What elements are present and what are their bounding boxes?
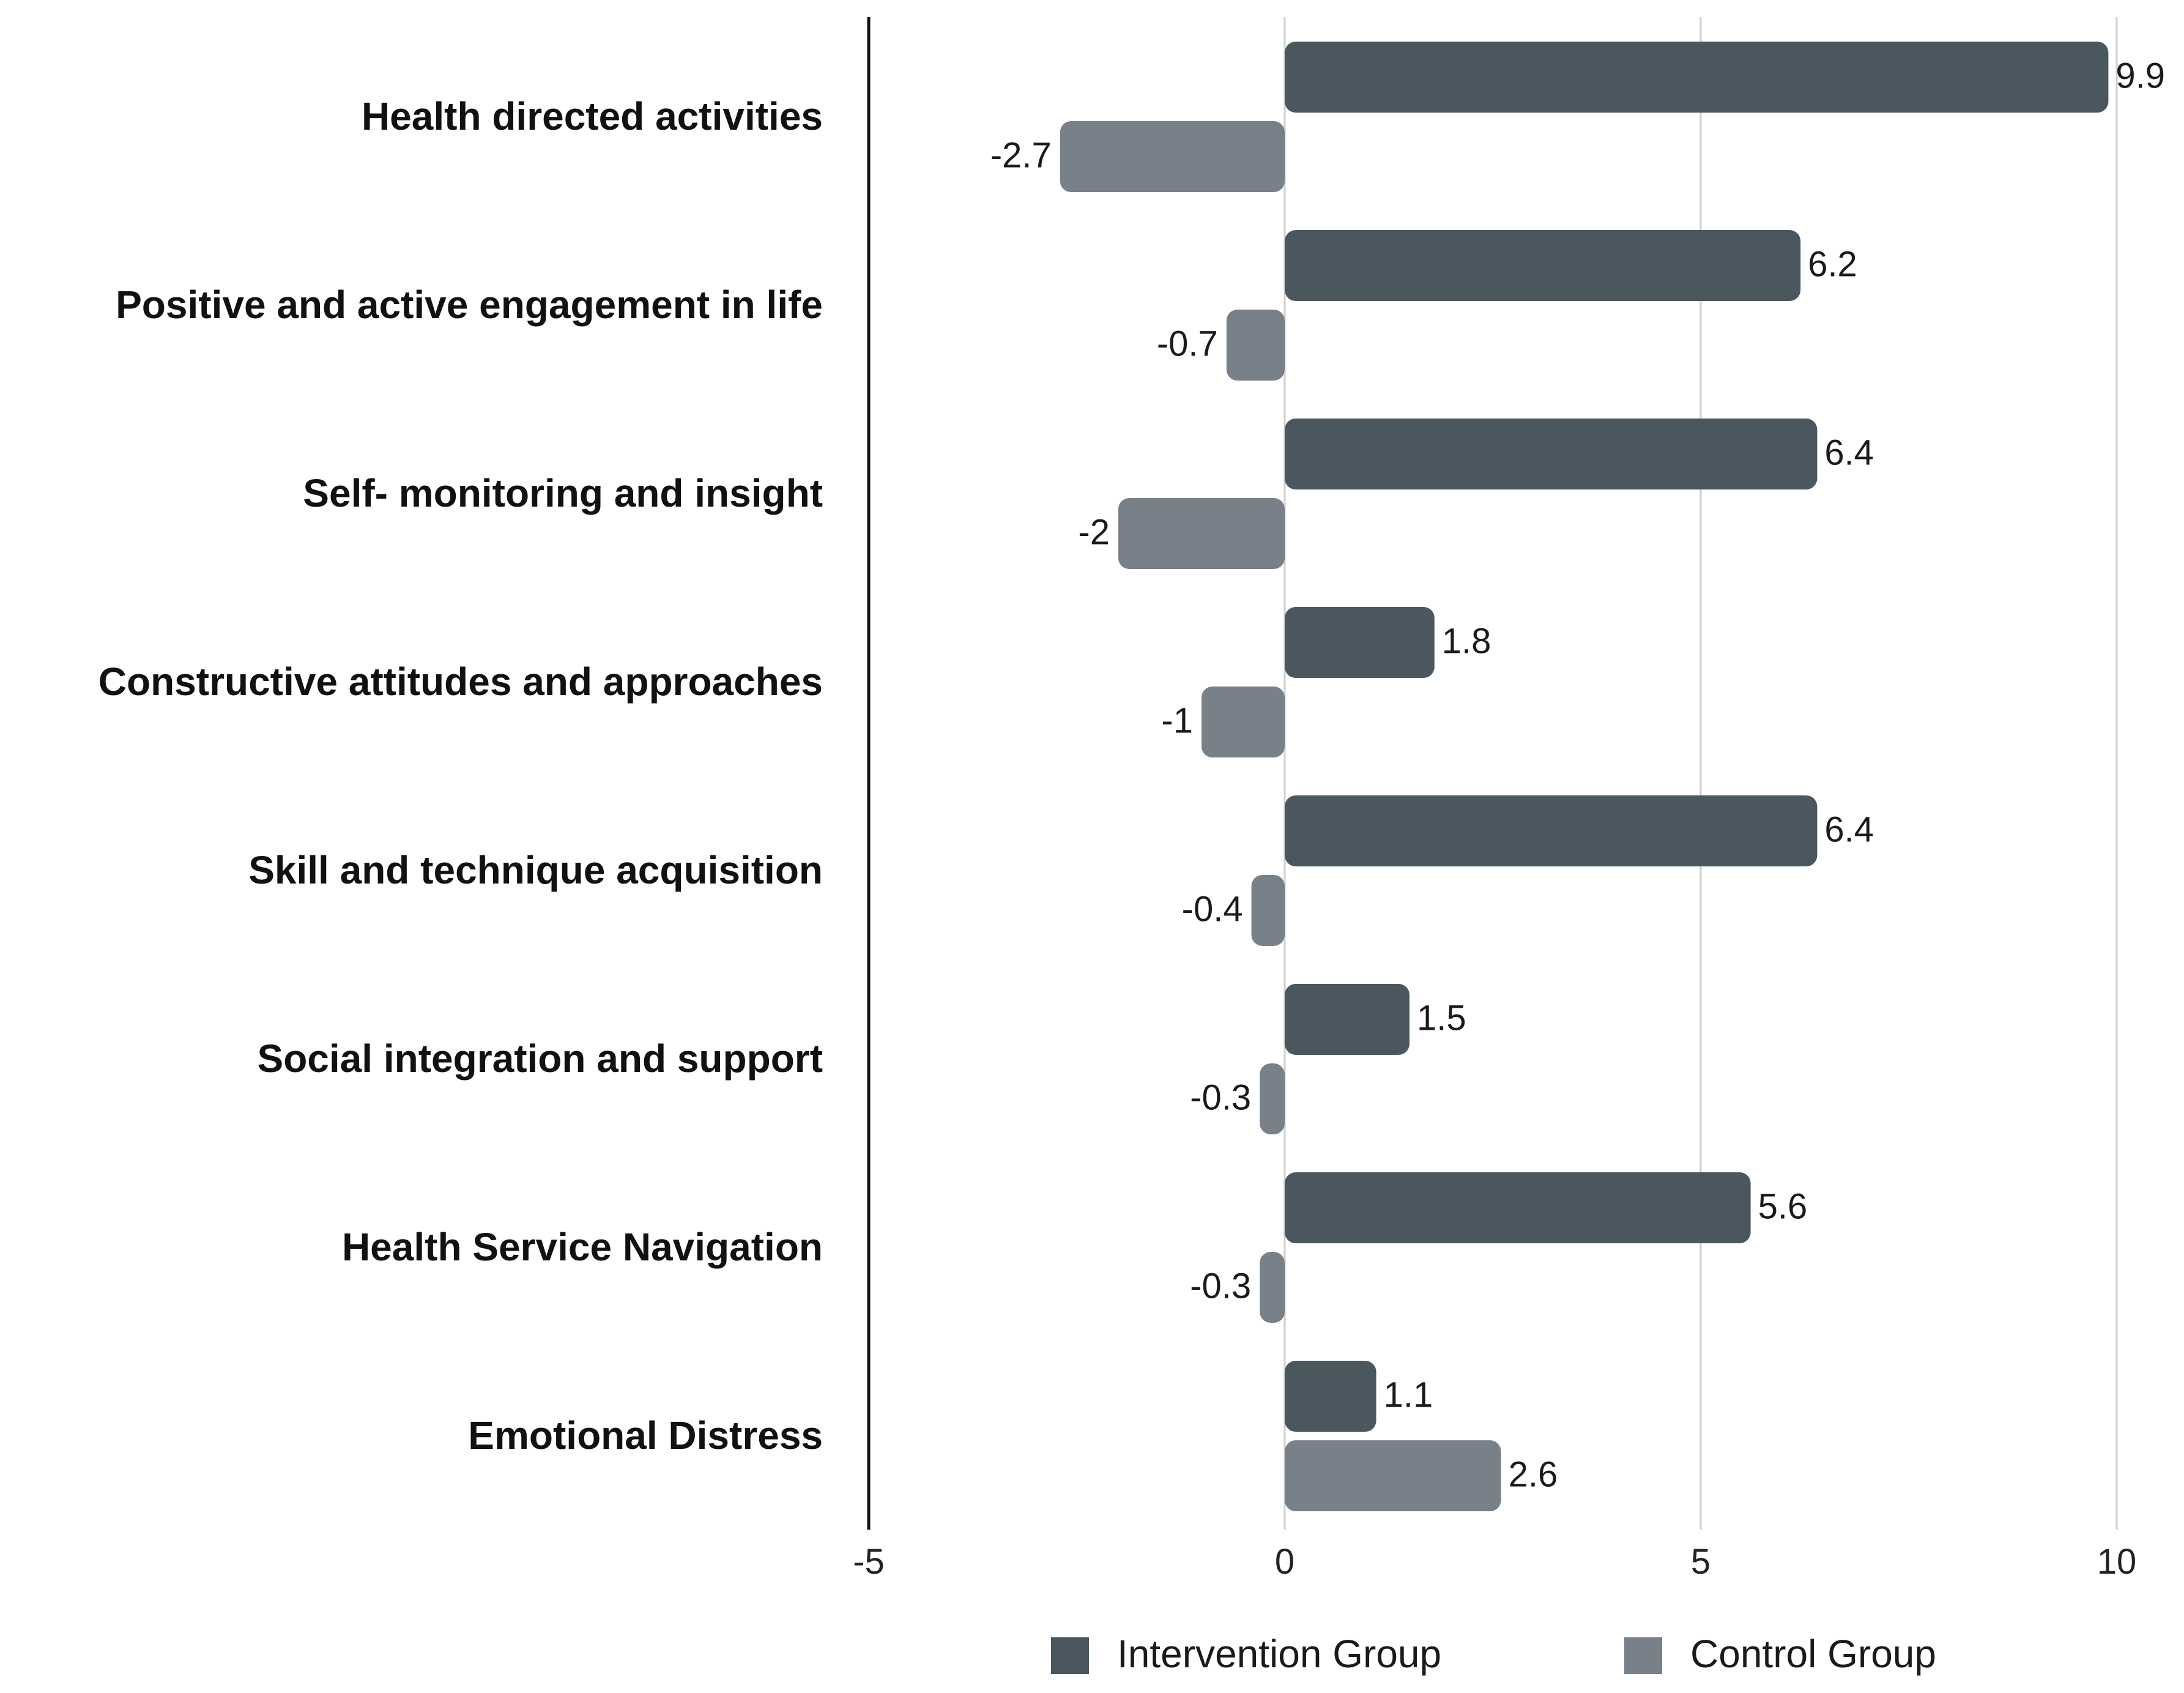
bar-intervention-group-emotional-distress	[1285, 1361, 1376, 1432]
legend-label-intervention-group: Intervention Group	[1117, 1632, 1441, 1676]
bar-control-group-constructive-attitudes-and-approaches	[1202, 687, 1285, 757]
x-tick-label-0: 0	[1275, 1542, 1294, 1582]
bar-intervention-group-constructive-attitudes-and-approaches	[1285, 607, 1435, 678]
bar-intervention-group-self-monitoring-and-insight	[1285, 419, 1818, 489]
bars: 9.9 -2.7 6.2 -0.7 6.4 -2 1.8 -1 6.4 -0.4 1.5 -0.3 5.…	[990, 42, 2165, 1511]
bar-control-group-skill-and-technique-acquisition	[1251, 875, 1285, 946]
bar-intervention-group-health-directed-activities	[1285, 42, 2109, 113]
data-label-intervention-group-health-directed-activities: 9.9	[2115, 56, 2165, 95]
bar-intervention-group-positive-and-active-engagement-in-life	[1285, 230, 1801, 301]
x-tick-labels: -5 0 5 10	[853, 1542, 2136, 1582]
bar-intervention-group-social-integration-and-support	[1285, 984, 1410, 1055]
data-label-control-group-skill-and-technique-acquisition: -0.4	[1182, 889, 1243, 929]
data-label-intervention-group-constructive-attitudes-and-approaches: 1.8	[1442, 621, 1491, 661]
bar-control-group-emotional-distress	[1285, 1440, 1501, 1511]
x-tick-label-5: 5	[1691, 1542, 1710, 1582]
data-label-intervention-group-positive-and-active-engagement-in-life: 6.2	[1808, 244, 1857, 284]
bar-control-group-positive-and-active-engagement-in-life	[1226, 310, 1285, 381]
bar-control-group-health-directed-activities	[1060, 121, 1285, 192]
data-label-intervention-group-social-integration-and-support: 1.5	[1417, 998, 1466, 1038]
data-label-control-group-social-integration-and-support: -0.3	[1190, 1077, 1251, 1117]
legend-swatch-control-group	[1624, 1637, 1662, 1674]
category-label-emotional-distress: Emotional Distress	[468, 1413, 823, 1457]
data-label-control-group-positive-and-active-engagement-in-life: -0.7	[1157, 324, 1218, 363]
data-label-intervention-group-emotional-distress: 1.1	[1384, 1375, 1433, 1415]
category-label-social-integration-and-support: Social integration and support	[258, 1036, 823, 1081]
data-label-intervention-group-health-service-navigation: 5.6	[1758, 1186, 1808, 1226]
bar-intervention-group-skill-and-technique-acquisition	[1285, 795, 1818, 866]
data-label-control-group-emotional-distress: 2.6	[1509, 1454, 1558, 1494]
category-label-positive-and-active-engagement-in-life: Positive and active engagement in life	[116, 283, 823, 327]
data-label-control-group-self-monitoring-and-insight: -2	[1078, 512, 1110, 552]
data-label-intervention-group-skill-and-technique-acquisition: 6.4	[1824, 809, 1874, 849]
legend-swatch-intervention-group	[1051, 1637, 1089, 1674]
legend: Intervention Group Control Group	[1051, 1632, 1936, 1676]
legend-label-control-group: Control Group	[1690, 1632, 1936, 1676]
bar-control-group-health-service-navigation	[1260, 1252, 1285, 1323]
category-label-health-service-navigation: Health Service Navigation	[342, 1225, 823, 1269]
data-label-control-group-health-service-navigation: -0.3	[1190, 1266, 1251, 1306]
bar-control-group-self-monitoring-and-insight	[1118, 498, 1285, 569]
data-label-intervention-group-self-monitoring-and-insight: 6.4	[1824, 433, 1874, 472]
category-label-self-monitoring-and-insight: Self- monitoring and insight	[303, 471, 823, 515]
bar-intervention-group-health-service-navigation	[1285, 1172, 1751, 1243]
data-label-control-group-health-directed-activities: -2.7	[990, 135, 1052, 175]
x-tick-label-10: 10	[2097, 1542, 2137, 1582]
bar-control-group-social-integration-and-support	[1260, 1063, 1285, 1134]
x-tick-label-minus-5: -5	[853, 1542, 885, 1582]
category-label-health-directed-activities: Health directed activities	[362, 94, 823, 138]
category-label-skill-and-technique-acquisition: Skill and technique acquisition	[248, 848, 823, 892]
category-labels: Health directed activities Positive and a…	[98, 94, 823, 1457]
category-label-constructive-attitudes-and-approaches: Constructive attitudes and approaches	[98, 660, 823, 704]
data-label-control-group-constructive-attitudes-and-approaches: -1	[1161, 701, 1193, 740]
